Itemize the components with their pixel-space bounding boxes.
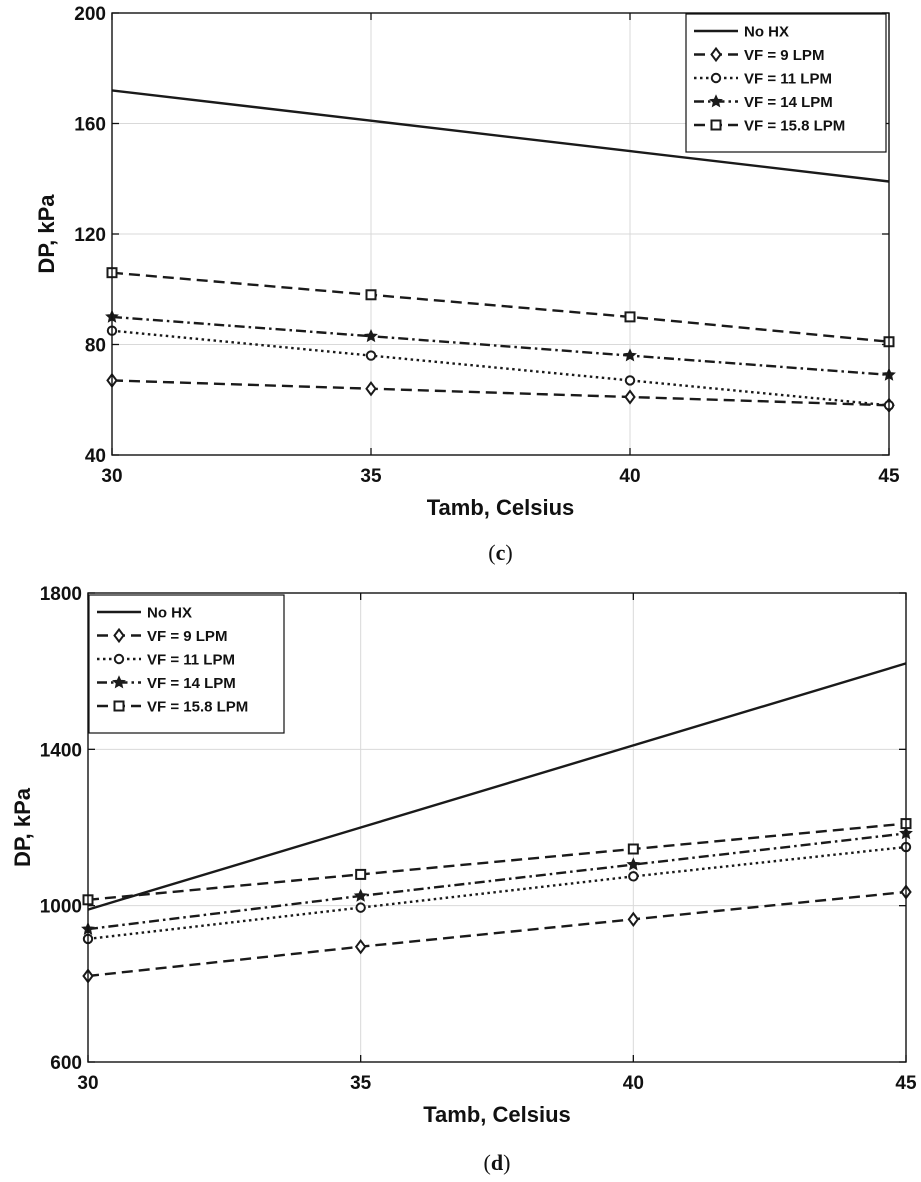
- legend-label: VF = 15.8 LPM: [744, 118, 845, 135]
- legend: No HX VF = 9 LPM VF = 11 LPM VF = 14 LPM VF …: [685, 13, 887, 153]
- legend-label: VF = 11 LPM: [147, 652, 235, 669]
- x-tick-label: 30: [101, 466, 122, 487]
- caption-letter: c: [496, 540, 506, 565]
- y-axis-label: DP, kPa: [34, 194, 59, 274]
- data-point: [623, 348, 637, 362]
- caption-open: (: [488, 540, 495, 565]
- data-point: [624, 375, 636, 386]
- legend-label: VF = 15.8 LPM: [147, 699, 248, 716]
- y-tick-label: 1400: [40, 740, 82, 761]
- y-tick-label: 40: [85, 446, 106, 467]
- data-point: [354, 939, 367, 955]
- data-point: [353, 888, 368, 902]
- legend-label: No HX: [744, 24, 789, 41]
- y-tick-label: 1000: [40, 897, 82, 918]
- legend-marker: [709, 94, 723, 108]
- x-tick-label: 35: [350, 1073, 372, 1094]
- y-tick-label: 80: [85, 336, 106, 357]
- x-tick-label: 45: [878, 466, 900, 487]
- legend: No HX VF = 9 LPM VF = 11 LPM VF = 14 LPM VF …: [88, 594, 285, 734]
- series-line: [87, 662, 907, 911]
- data-point: [627, 911, 640, 928]
- x-axis-label: Tamb, Celsius: [427, 495, 575, 520]
- series-line: [111, 379, 890, 407]
- legend-label: VF = 11 LPM: [744, 71, 832, 88]
- data-point: [355, 902, 366, 913]
- legend-label: No HX: [147, 605, 192, 622]
- chart-panel-c: 30 35 40 45 40 80 120 160 200 Tamb, Celsius DP, kP…: [34, 4, 900, 565]
- x-tick-label: 30: [77, 1073, 98, 1094]
- series-line: [87, 832, 907, 931]
- caption-close: ): [505, 540, 512, 565]
- legend-marker: [113, 627, 125, 644]
- caption-close: ): [503, 1150, 510, 1175]
- series-line: [87, 822, 907, 901]
- data-point: [627, 843, 639, 855]
- caption-letter: d: [491, 1150, 503, 1175]
- caption-open: (: [484, 1150, 491, 1175]
- plot-frame: [111, 12, 890, 456]
- panel-caption: (c): [488, 540, 512, 565]
- legend-marker: [710, 46, 722, 63]
- data-point: [628, 871, 639, 882]
- legend-marker: [710, 119, 722, 131]
- y-axis-label: DP, kPa: [10, 787, 35, 867]
- x-tick-label: 45: [895, 1073, 917, 1094]
- data-point: [364, 328, 378, 343]
- series-line: [111, 315, 890, 377]
- x-axis-label: Tamb, Celsius: [423, 1102, 571, 1127]
- legend-label: VF = 9 LPM: [147, 628, 227, 645]
- series-line: [111, 271, 890, 343]
- legend-marker: [112, 675, 126, 689]
- series-line: [111, 329, 890, 407]
- legend-marker: [113, 700, 125, 712]
- y-tick-label: 1800: [40, 584, 82, 605]
- series-no-hx: [111, 89, 890, 183]
- data-point: [355, 868, 367, 880]
- series-line: [87, 845, 907, 941]
- series-line: [87, 890, 907, 978]
- plot-frame: [87, 592, 907, 1063]
- legend-label: VF = 9 LPM: [744, 47, 824, 64]
- series-no-hx: [87, 662, 907, 911]
- data-point: [365, 381, 377, 397]
- legend-marker: [113, 653, 125, 665]
- data-point: [624, 311, 636, 323]
- legend-label: VF = 14 LPM: [744, 94, 833, 111]
- x-tick-label: 40: [623, 1073, 644, 1094]
- legend-label: VF = 14 LPM: [147, 675, 236, 692]
- legend-marker: [710, 72, 722, 84]
- y-tick-label: 120: [74, 225, 106, 246]
- data-point: [365, 289, 377, 301]
- data-point: [365, 350, 377, 361]
- y-tick-label: 600: [50, 1053, 82, 1074]
- x-tick-label: 35: [360, 466, 382, 487]
- chart-panel-d: 30 35 40 45 600 1000 1400 1800 Tamb, Celsius DP, …: [10, 584, 917, 1175]
- data-point: [624, 389, 636, 405]
- data-point: [626, 857, 641, 871]
- series-line: [111, 89, 890, 183]
- y-tick-label: 160: [74, 115, 106, 136]
- y-tick-label: 200: [74, 4, 106, 25]
- x-tick-label: 40: [619, 466, 640, 487]
- panel-caption: (d): [484, 1150, 511, 1175]
- series-vf-11-lpm: [106, 325, 895, 411]
